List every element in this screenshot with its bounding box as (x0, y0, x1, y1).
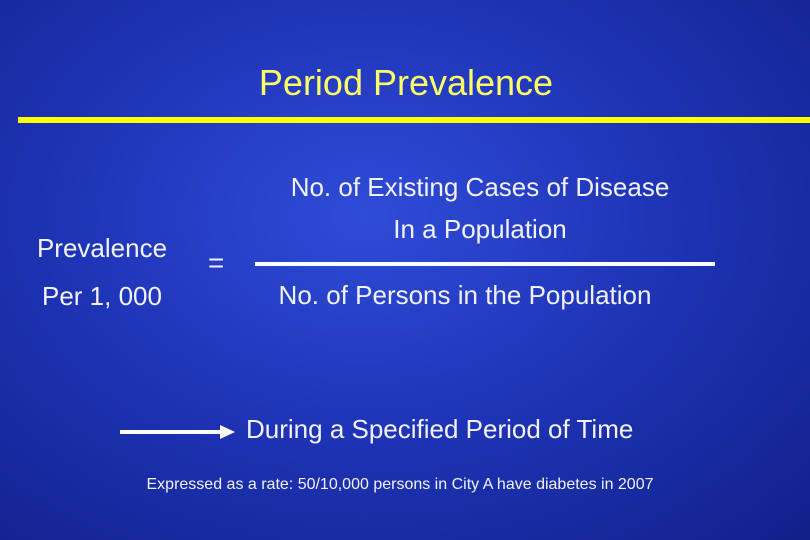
right-arrow-icon (120, 425, 235, 439)
title-divider (18, 117, 810, 123)
prevalence-label: Prevalence (36, 233, 168, 263)
per-1000-label: Per 1, 000 (42, 281, 162, 311)
equals-sign: = (208, 247, 225, 278)
footnote: Expressed as a rate: 50/10,000 persons i… (146, 476, 654, 493)
denominator: No. of Persons in the Population (278, 280, 652, 310)
period-note: During a Specified Period of Time (246, 414, 634, 444)
numerator-line-1: No. of Existing Cases of Disease (290, 172, 670, 202)
fraction-bar (255, 262, 715, 266)
numerator-line-2: In a Population (393, 214, 567, 244)
slide-title-text: Period Prevalence (258, 62, 554, 103)
slide-title: Period Prevalence (0, 62, 810, 104)
